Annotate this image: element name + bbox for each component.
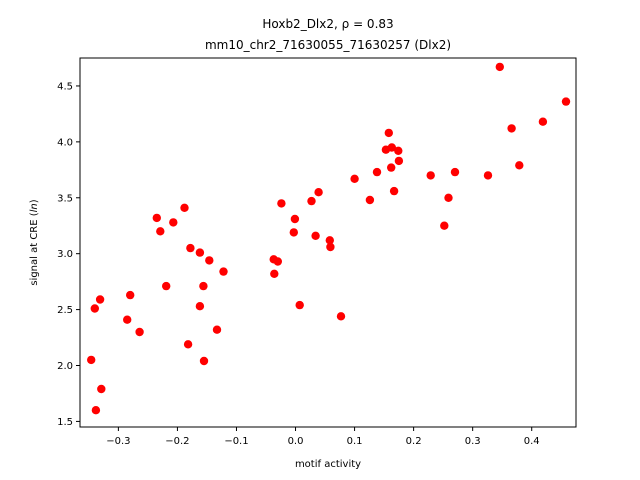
data-point xyxy=(440,221,449,230)
chart-subtitle: mm10_chr2_71630055_71630257 (Dlx2) xyxy=(205,38,451,52)
data-point xyxy=(450,167,460,177)
data-point xyxy=(384,128,393,138)
data-point xyxy=(123,315,132,324)
data-point xyxy=(507,124,516,133)
x-tick-label: 0.4 xyxy=(524,436,540,447)
data-point xyxy=(156,227,165,236)
y-tick-label: 4.5 xyxy=(57,81,73,92)
data-point xyxy=(273,257,282,266)
x-tick-label: 0.1 xyxy=(347,436,363,447)
data-point xyxy=(135,327,144,337)
data-point xyxy=(372,167,382,177)
x-tick-label: 0.0 xyxy=(288,436,304,447)
y-axis-label: signal at CRE (ln) xyxy=(29,199,40,285)
data-point xyxy=(270,269,279,278)
data-point xyxy=(538,117,548,126)
data-point xyxy=(186,243,195,253)
data-point xyxy=(97,384,106,394)
data-point xyxy=(307,196,316,206)
data-point xyxy=(350,174,359,183)
x-tick-label: 0.2 xyxy=(406,436,422,447)
data-point xyxy=(152,213,161,223)
data-point xyxy=(426,171,435,180)
data-point xyxy=(394,156,404,166)
y-tick-label: 3.5 xyxy=(57,193,73,204)
data-point xyxy=(126,290,135,300)
data-point xyxy=(180,203,189,212)
data-point xyxy=(277,199,286,208)
y-tick-label: 1.5 xyxy=(57,417,73,428)
data-point xyxy=(195,248,205,257)
data-point xyxy=(325,236,334,245)
data-point xyxy=(314,188,323,197)
data-point xyxy=(387,163,396,172)
data-point xyxy=(394,146,403,155)
y-axis-ticks: 1.5 2.0 2.5 3.0 3.5 4.0 4.5 xyxy=(57,81,80,428)
y-tick-label: 3.0 xyxy=(57,249,73,260)
data-point xyxy=(444,193,453,202)
data-point xyxy=(95,295,105,304)
data-point xyxy=(169,218,178,227)
data-point xyxy=(365,195,375,205)
data-point xyxy=(219,267,228,276)
y-tick-label: 2.5 xyxy=(57,305,73,316)
data-point xyxy=(387,143,396,152)
x-tick-label: −0.3 xyxy=(106,436,130,447)
data-point xyxy=(289,228,298,237)
data-point xyxy=(326,242,335,252)
data-point xyxy=(336,312,346,321)
data-point xyxy=(87,355,96,365)
data-point xyxy=(199,281,208,291)
data-point xyxy=(162,281,171,291)
data-point xyxy=(515,161,524,170)
data-point xyxy=(212,325,222,334)
data-point xyxy=(290,214,300,224)
data-point xyxy=(483,171,493,180)
data-point xyxy=(183,340,193,349)
x-tick-label: −0.2 xyxy=(165,436,189,447)
x-axis-label: motif activity xyxy=(295,459,361,470)
plot-area-frame xyxy=(79,57,577,428)
data-point xyxy=(195,302,205,311)
data-point xyxy=(495,62,504,72)
data-point xyxy=(199,356,209,366)
data-point xyxy=(91,406,101,415)
x-tick-label: −0.1 xyxy=(224,436,248,447)
data-point xyxy=(561,97,571,106)
x-axis-ticks: −0.3 −0.2 −0.1 0.0 0.1 0.2 0.3 0.4 xyxy=(106,427,540,447)
data-point xyxy=(90,304,100,313)
data-point xyxy=(205,256,214,265)
chart-title: Hoxb2_Dlx2, ρ = 0.83 xyxy=(262,17,393,31)
data-point xyxy=(389,186,399,196)
data-points xyxy=(87,62,571,415)
x-tick-label: 0.3 xyxy=(465,436,481,447)
data-point xyxy=(311,231,320,240)
y-tick-label: 2.0 xyxy=(57,361,73,372)
y-tick-label: 4.0 xyxy=(57,137,73,148)
data-point xyxy=(295,300,304,310)
